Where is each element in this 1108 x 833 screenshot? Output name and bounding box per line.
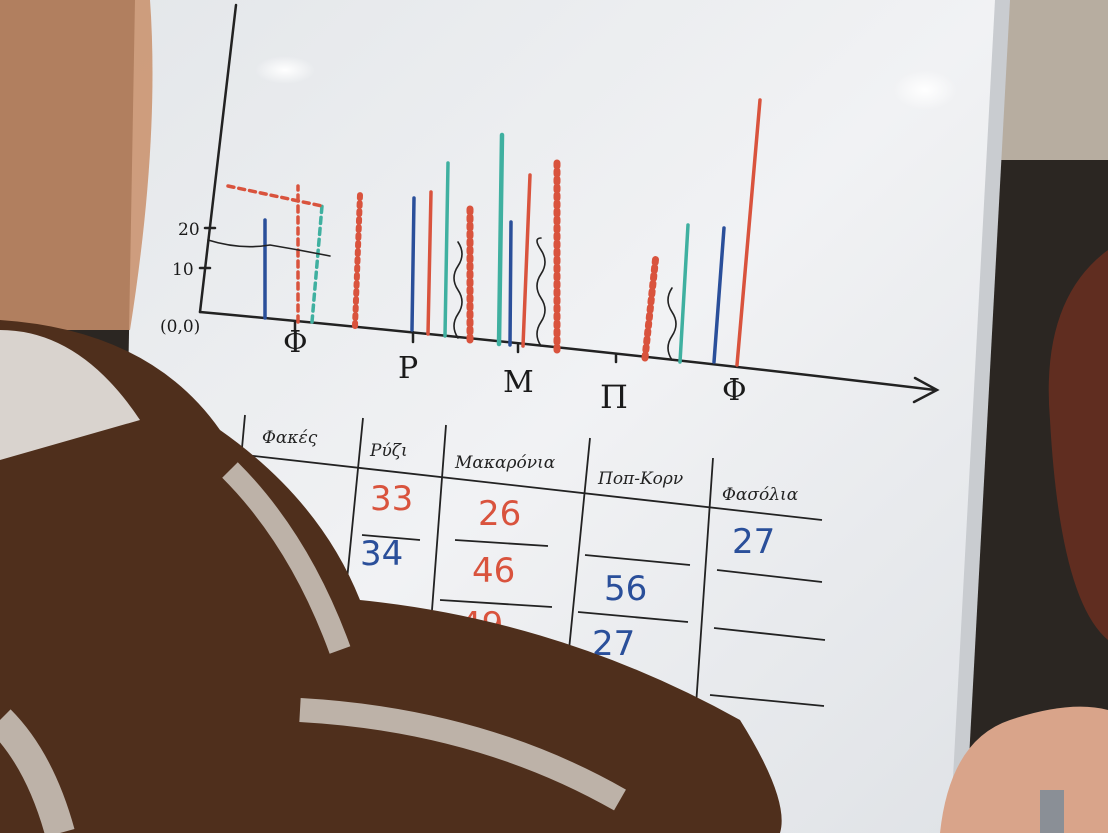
cell: 26 [478,494,521,534]
sweater-stripe [222,462,351,654]
cell: 27 [732,522,775,562]
drawn-bar [410,196,416,332]
glare [893,70,957,110]
tick [198,226,217,270]
glare [255,56,315,84]
column-header: Ποπ-Κορν [597,469,683,489]
category-label: Π [600,378,628,416]
x-axis [198,310,937,392]
drawn-bar [641,251,660,362]
board-frame [950,0,1010,833]
column-header: Φασόλια [722,485,799,505]
category-label: Φ [283,325,308,360]
y-axis [198,3,238,314]
watch [1040,790,1064,833]
wavy-line [453,241,463,339]
drawn-bar [310,204,324,324]
wavy-line [667,287,677,361]
header-rule [244,454,823,521]
axis-label: 10 [172,260,194,280]
drawn-bar [426,190,433,336]
hair-blur [1048,250,1108,640]
drawn-bars [207,98,762,367]
drawn-bar [735,98,762,367]
wall [1000,0,1108,160]
drawn-bar [712,226,726,364]
row-rule [361,534,823,583]
sweater-stripe [0,330,140,460]
wavy-line [207,239,331,257]
category-label: Φ [722,373,747,408]
hand [940,706,1108,833]
sweater-stripe [0,709,75,833]
sweater-stripe [299,698,626,811]
sweater [0,320,782,833]
tick [293,320,618,364]
guide [226,184,324,208]
column-header: Μακαρόνια [454,453,556,473]
drawn-bar [521,173,532,348]
face-blur [0,0,153,330]
axes [198,3,940,404]
drawn-bar [678,223,690,364]
table-grid [239,414,826,721]
drawn-bar [352,192,363,329]
cell: 56 [604,569,647,609]
drawn-bar [496,132,505,347]
cell: 33 [370,479,413,519]
category-label: Μ [503,365,534,400]
column-rule [239,414,714,721]
axis-label: 20 [178,220,200,240]
category-label: Ρ [398,351,418,386]
cell: 34 [360,534,403,574]
wavy-line [536,237,546,347]
drawn-bar [508,220,513,347]
column-header: Ρύζι [369,441,408,461]
drawn-bar [443,161,450,338]
column-header: Φακές [262,428,318,448]
row-rule [439,599,826,641]
arrow-head [912,376,940,404]
cell: 46 [472,551,515,591]
axis-label: (0,0) [160,317,200,337]
